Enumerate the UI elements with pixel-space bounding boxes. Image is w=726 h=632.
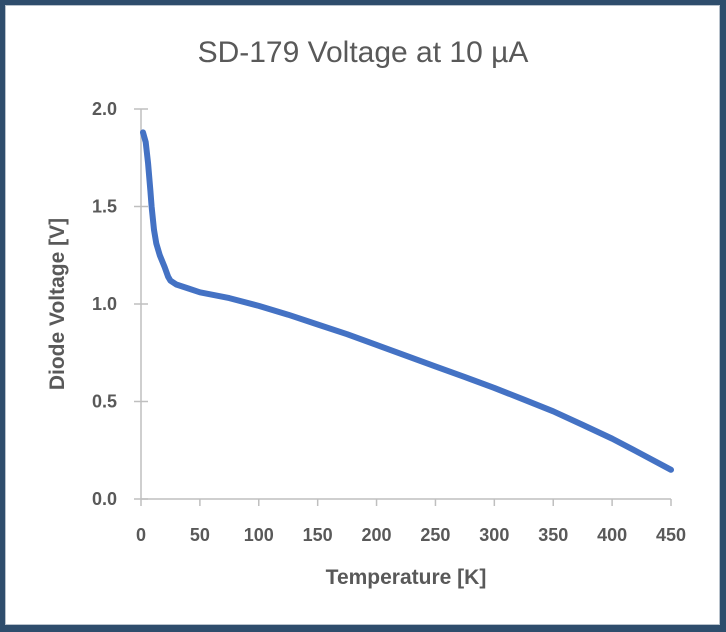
y-axis-label: Diode Voltage [V] <box>46 218 69 390</box>
x-tick-label: 50 <box>190 525 210 545</box>
chart-frame <box>5 5 720 625</box>
x-tick-label: 400 <box>597 525 627 545</box>
x-tick-label: 150 <box>303 525 333 545</box>
x-tick-label: 200 <box>362 525 392 545</box>
x-tick-label: 250 <box>420 525 450 545</box>
x-tick-label: 300 <box>479 525 509 545</box>
y-tick-label: 2.0 <box>92 99 117 119</box>
x-tick-label: 350 <box>538 525 568 545</box>
chart-title: SD-179 Voltage at 10 µA <box>198 36 529 69</box>
series-line <box>140 129 674 473</box>
x-tick-label: 0 <box>136 525 146 545</box>
x-axis-label: Temperature [K] <box>326 566 487 589</box>
x-tick-label: 450 <box>656 525 686 545</box>
y-tick-label: 1.0 <box>92 294 117 314</box>
y-tick-label: 0.0 <box>92 489 117 509</box>
y-tick-label: 0.5 <box>92 392 117 412</box>
y-tick-label: 1.5 <box>92 197 117 217</box>
x-tick-label: 100 <box>244 525 274 545</box>
